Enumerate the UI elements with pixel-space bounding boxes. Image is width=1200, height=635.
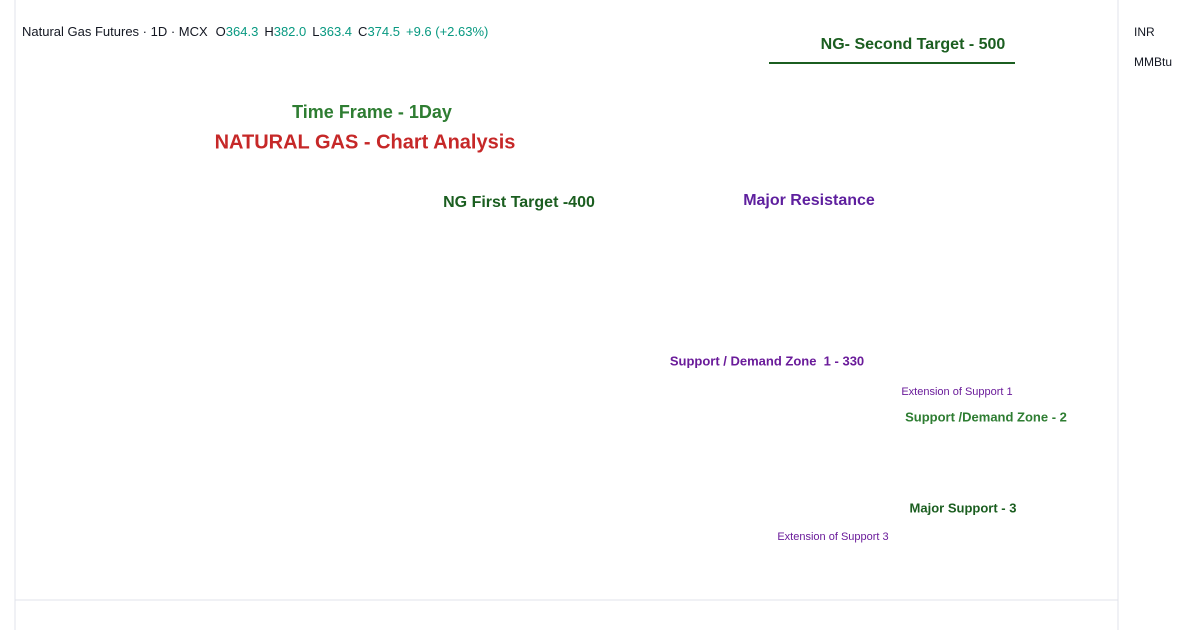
unit: INR bbox=[1134, 25, 1155, 39]
header: Natural Gas Futures · 1D · MCX O364.3 H382… bbox=[22, 24, 494, 39]
annotation: Extension of Support 1 bbox=[901, 386, 1012, 398]
subtitle: Time Frame - 1Day bbox=[292, 102, 452, 122]
annotation: Support /Demand Zone - 2 bbox=[905, 409, 1067, 424]
ohlc-value: 382.0 bbox=[273, 24, 307, 39]
ohlc-value: 364.3 bbox=[225, 24, 259, 39]
ohlc-key: L bbox=[312, 24, 320, 39]
annotation: Major Resistance bbox=[743, 192, 875, 209]
chart-title: NATURAL GAS - Chart Analysis bbox=[215, 131, 516, 153]
ohlc: O364.3 H382.0 L363.4 C374.5 bbox=[208, 24, 406, 39]
annotation: NG First Target -400 bbox=[443, 194, 595, 211]
ohlc-key: C bbox=[358, 24, 368, 39]
ohlc-key: H bbox=[264, 24, 274, 39]
ohlc-value: 363.4 bbox=[319, 24, 353, 39]
annotation: Extension of Support 3 bbox=[777, 531, 888, 543]
ohlc-key: O bbox=[215, 24, 226, 39]
unit: MMBtu bbox=[1134, 55, 1172, 69]
annotation: Major Support - 3 bbox=[910, 500, 1017, 515]
change: +9.6 (+2.63%) bbox=[405, 24, 489, 39]
ohlc-value: 374.5 bbox=[367, 24, 400, 39]
symbol: Natural Gas Futures · 1D · MCX bbox=[22, 24, 208, 39]
annotation: Support / Demand Zone 1 - 330 bbox=[670, 353, 864, 368]
annotation: NG- Second Target - 500 bbox=[821, 36, 1006, 53]
